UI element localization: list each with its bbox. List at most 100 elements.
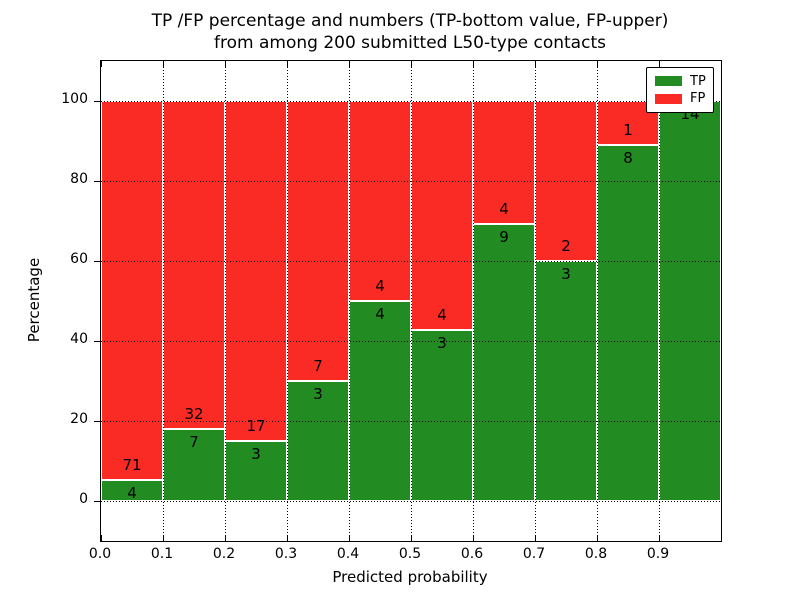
x-tick-mark xyxy=(534,535,536,541)
gridline-vertical xyxy=(348,61,350,541)
x-tick-mark-top xyxy=(224,61,226,67)
tp-count-label: 3 xyxy=(251,445,261,463)
tp-count-label: 3 xyxy=(561,265,571,283)
fp-count-label: 4 xyxy=(499,200,509,219)
x-tick-label: 0.1 xyxy=(150,546,174,562)
gridline-vertical xyxy=(286,61,288,541)
fp-bar-segment xyxy=(349,101,411,301)
y-tick-mark xyxy=(94,340,100,342)
y-tick-label: 40 xyxy=(70,331,88,347)
fp-bar-segment xyxy=(473,101,535,225)
y-tick-label: 0 xyxy=(79,491,88,507)
x-tick-label: 0.7 xyxy=(522,546,546,562)
y-tick-mark xyxy=(94,100,100,102)
tp-bar-segment xyxy=(535,261,597,501)
gridline-horizontal xyxy=(101,340,721,342)
fp-bar-segment xyxy=(163,101,225,430)
tp-bar-segment xyxy=(597,145,659,501)
fp-bar-segment xyxy=(287,101,349,381)
gridline-vertical xyxy=(596,61,598,541)
fp-bar-segment xyxy=(225,101,287,441)
y-tick-mark xyxy=(94,500,100,502)
chart-title-line1: TP /FP percentage and numbers (TP-bottom… xyxy=(151,11,669,31)
x-tick-mark-top xyxy=(100,61,102,67)
fp-count-label: 4 xyxy=(437,305,447,324)
gridline-horizontal xyxy=(101,100,721,102)
y-tick-mark xyxy=(94,260,100,262)
tp-bar-segment xyxy=(287,381,349,501)
gridline-vertical xyxy=(224,61,226,541)
tp-swatch-icon xyxy=(655,76,682,87)
legend: TP FP xyxy=(646,67,714,113)
x-tick-mark xyxy=(348,535,350,541)
x-tick-mark-top xyxy=(534,61,536,67)
x-tick-label: 0.9 xyxy=(646,546,670,562)
chart-title-line2: from among 200 submitted L50-type contac… xyxy=(214,33,606,53)
x-axis-label: Predicted probability xyxy=(332,568,488,586)
x-tick-label: 0.5 xyxy=(398,546,422,562)
x-tick-mark xyxy=(162,535,164,541)
y-axis-label: Percentage xyxy=(25,257,43,343)
tp-count-label: 3 xyxy=(313,385,323,403)
x-tick-label: 0.2 xyxy=(212,546,236,562)
tp-bar-segment xyxy=(349,301,411,501)
legend-item-tp: TP xyxy=(655,75,713,88)
gridline-vertical xyxy=(162,61,164,541)
legend-label-fp: FP xyxy=(690,91,706,107)
fp-bar-segment xyxy=(411,101,473,330)
fp-bar-segment xyxy=(101,101,163,480)
legend-label-tp: TP xyxy=(690,73,706,89)
tp-count-label: 4 xyxy=(127,483,137,502)
x-tick-mark xyxy=(658,535,660,541)
fp-swatch-icon xyxy=(655,93,682,104)
gridline-vertical xyxy=(534,61,536,541)
tp-count-label: 8 xyxy=(623,149,633,168)
tp-count-label: 9 xyxy=(499,228,509,247)
fp-count-label: 1 xyxy=(623,121,633,140)
gridline-vertical xyxy=(658,61,660,541)
x-tick-mark xyxy=(286,535,288,541)
x-tick-mark-top xyxy=(410,61,412,67)
fp-count-label: 7 xyxy=(313,357,323,375)
x-tick-mark-top xyxy=(658,61,660,67)
tp-bar-segment xyxy=(659,101,721,501)
x-tick-mark-top xyxy=(472,61,474,67)
x-tick-label: 0.3 xyxy=(274,546,298,562)
x-tick-mark xyxy=(410,535,412,541)
chart-title: TP /FP percentage and numbers (TP-bottom… xyxy=(100,10,720,54)
fp-count-label: 2 xyxy=(561,237,571,255)
gridline-vertical xyxy=(410,61,412,541)
tp-bar-segment xyxy=(411,329,473,501)
x-tick-label: 0.0 xyxy=(88,546,112,562)
x-tick-mark xyxy=(472,535,474,541)
y-tick-label: 80 xyxy=(70,171,88,187)
x-tick-label: 0.8 xyxy=(584,546,608,562)
fp-count-label: 32 xyxy=(184,405,204,424)
tp-count-label: 3 xyxy=(437,333,447,352)
fp-count-label: 17 xyxy=(246,417,266,435)
x-tick-mark xyxy=(596,535,598,541)
x-tick-label: 0.6 xyxy=(460,546,484,562)
x-tick-mark-top xyxy=(162,61,164,67)
y-tick-label: 100 xyxy=(61,91,88,107)
legend-item-fp: FP xyxy=(655,92,713,105)
x-tick-mark-top xyxy=(286,61,288,67)
y-tick-mark xyxy=(94,420,100,422)
gridline-horizontal xyxy=(101,500,721,502)
plot-area: 714327173734443492318014 xyxy=(94,60,722,542)
x-tick-mark xyxy=(224,535,226,541)
y-tick-label: 20 xyxy=(70,411,88,427)
tp-count-label: 7 xyxy=(189,433,199,452)
fp-count-label: 4 xyxy=(375,277,385,295)
x-tick-mark xyxy=(100,535,102,541)
gridline-horizontal xyxy=(101,420,721,422)
tp-count-label: 4 xyxy=(375,305,385,323)
tp-bar-segment xyxy=(163,429,225,501)
fp-count-label: 71 xyxy=(122,455,142,474)
gridline-horizontal xyxy=(101,180,721,182)
x-tick-label: 0.4 xyxy=(336,546,360,562)
tp-bar-segment xyxy=(473,224,535,501)
gridline-vertical xyxy=(472,61,474,541)
x-tick-mark-top xyxy=(348,61,350,67)
